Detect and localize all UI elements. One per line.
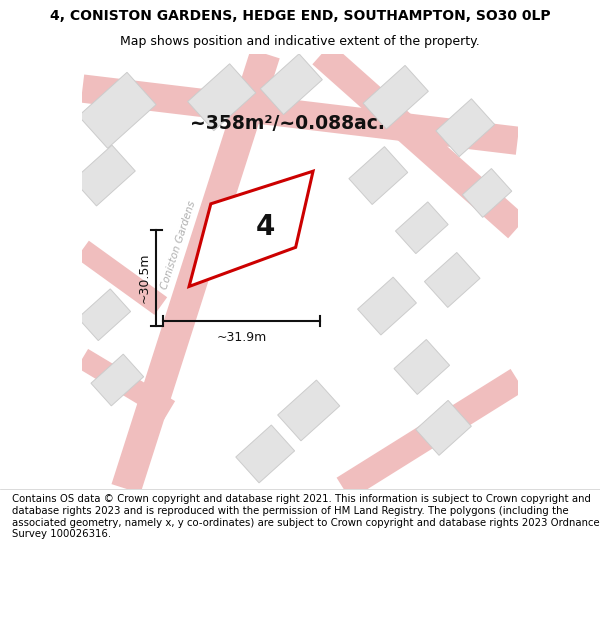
Polygon shape	[79, 72, 156, 148]
Polygon shape	[81, 74, 519, 155]
Polygon shape	[358, 277, 416, 335]
Polygon shape	[77, 349, 175, 420]
Text: Contains OS data © Crown copyright and database right 2021. This information is : Contains OS data © Crown copyright and d…	[12, 494, 599, 539]
Polygon shape	[349, 147, 408, 204]
Polygon shape	[112, 49, 280, 493]
Polygon shape	[260, 54, 322, 114]
Polygon shape	[337, 369, 524, 500]
Text: Coniston Gardens: Coniston Gardens	[159, 199, 197, 291]
Text: Map shows position and indicative extent of the property.: Map shows position and indicative extent…	[120, 36, 480, 48]
Polygon shape	[436, 99, 495, 157]
Polygon shape	[363, 66, 428, 129]
Polygon shape	[188, 64, 256, 131]
Polygon shape	[78, 289, 131, 341]
Polygon shape	[278, 380, 340, 441]
Polygon shape	[73, 145, 135, 206]
Polygon shape	[236, 425, 295, 483]
Polygon shape	[76, 241, 167, 315]
Text: ~31.9m: ~31.9m	[216, 331, 266, 344]
Polygon shape	[395, 202, 448, 254]
Text: ~30.5m: ~30.5m	[138, 253, 151, 303]
Polygon shape	[416, 401, 472, 456]
Polygon shape	[394, 339, 449, 394]
Text: ~358m²/~0.088ac.: ~358m²/~0.088ac.	[190, 114, 385, 133]
Polygon shape	[91, 354, 143, 406]
Polygon shape	[424, 253, 480, 308]
Text: 4: 4	[256, 213, 275, 241]
Polygon shape	[189, 171, 313, 286]
Polygon shape	[313, 43, 527, 238]
Text: 4, CONISTON GARDENS, HEDGE END, SOUTHAMPTON, SO30 0LP: 4, CONISTON GARDENS, HEDGE END, SOUTHAMP…	[50, 9, 550, 23]
Polygon shape	[463, 169, 512, 217]
